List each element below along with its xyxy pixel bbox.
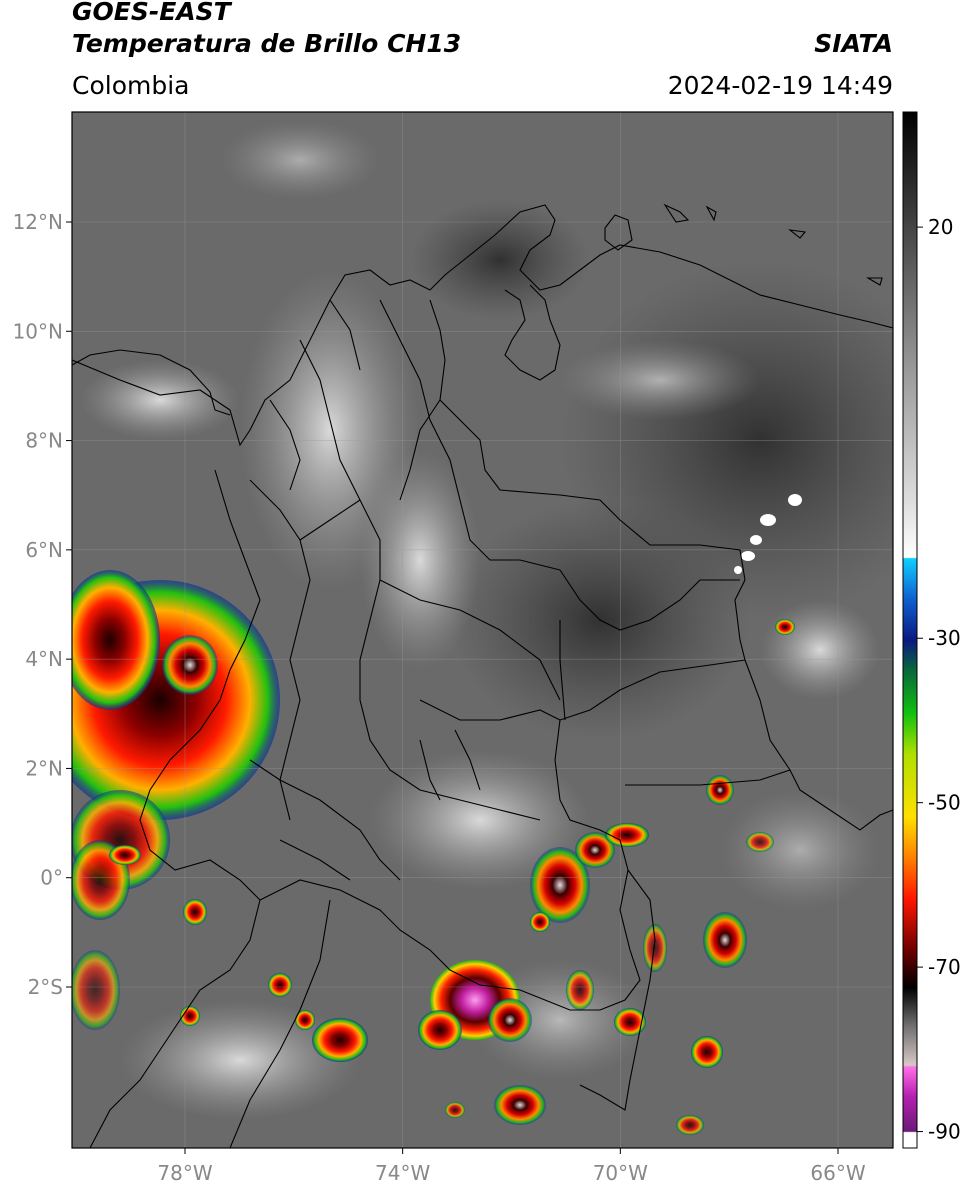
lon-label: 74°W [375, 1161, 430, 1185]
colorbar-ticks: 20 -30 -50 -70 -90 [917, 215, 961, 1144]
agency-label: SIATA [814, 29, 893, 58]
longitude-axis: 78°W 74°W 70°W 66°W [157, 1148, 866, 1185]
colorbar-label: 20 [928, 215, 953, 239]
lon-label: 70°W [593, 1161, 648, 1185]
lat-label: 2°N [25, 756, 63, 780]
region-label: Colombia [72, 71, 190, 100]
lat-label: 8°N [25, 429, 63, 453]
map-frame [71, 111, 894, 1149]
lon-label: 66°W [810, 1161, 865, 1185]
colorbar-label: -50 [928, 791, 961, 815]
product-title: Temperatura de Brillo CH13 [72, 29, 462, 58]
lat-label: 2°S [28, 975, 63, 999]
colorbar-label: -30 [928, 626, 961, 650]
lat-label: 4°N [25, 647, 63, 671]
colorbar: 20 -30 -50 -70 -90 [902, 111, 961, 1149]
country-borders [72, 203, 893, 1148]
satellite-title: GOES-EAST [72, 0, 231, 26]
colorbar-label: -70 [928, 955, 961, 979]
graticule [72, 112, 893, 1148]
colorbar-ramp [902, 111, 918, 1149]
lat-label: 0° [40, 866, 63, 890]
lat-label: 10°N [13, 319, 63, 343]
datetime-label: 2024-02-19 14:49 [667, 71, 893, 100]
lon-label: 78°W [157, 1161, 212, 1185]
map-imagery [72, 112, 893, 1148]
latitude-axis: 12°N 10°N 8°N 6°N 4°N 2°N 0° 2°S [13, 210, 72, 999]
colorbar-label: -90 [928, 1120, 961, 1144]
lat-label: 6°N [25, 538, 63, 562]
lat-label: 12°N [13, 210, 63, 234]
